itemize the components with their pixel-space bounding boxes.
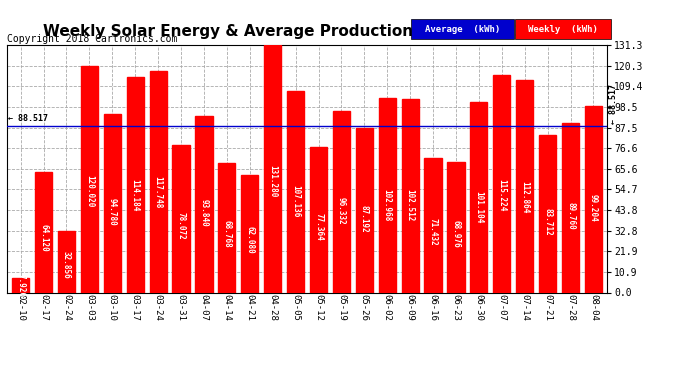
Bar xyxy=(356,128,373,292)
Bar xyxy=(310,147,327,292)
Bar xyxy=(471,102,487,292)
Bar xyxy=(516,80,533,292)
Text: ← 88.517: ← 88.517 xyxy=(8,114,48,123)
Text: 102.512: 102.512 xyxy=(406,189,415,222)
Text: 83.712: 83.712 xyxy=(543,208,552,236)
Text: 89.760: 89.760 xyxy=(566,202,575,230)
Bar xyxy=(379,98,396,292)
Text: 62.080: 62.080 xyxy=(245,226,255,254)
Bar xyxy=(195,116,213,292)
Text: ← 88.517: ← 88.517 xyxy=(609,84,618,124)
Text: 68.976: 68.976 xyxy=(451,220,460,248)
Bar xyxy=(333,111,350,292)
Bar xyxy=(562,123,579,292)
Text: 101.104: 101.104 xyxy=(475,190,484,223)
Text: Average  (kWh): Average (kWh) xyxy=(424,25,500,34)
Text: 32.856: 32.856 xyxy=(62,251,71,279)
Bar xyxy=(424,158,442,292)
Bar xyxy=(287,90,304,292)
Text: 112.864: 112.864 xyxy=(520,181,529,213)
Text: 94.780: 94.780 xyxy=(108,198,117,226)
Bar xyxy=(12,278,29,292)
Text: Copyright 2018 Cartronics.com: Copyright 2018 Cartronics.com xyxy=(7,34,177,44)
Text: 96.332: 96.332 xyxy=(337,197,346,225)
Text: 99.204: 99.204 xyxy=(589,195,598,222)
Bar xyxy=(150,70,167,292)
Text: 64.120: 64.120 xyxy=(39,224,48,252)
Bar xyxy=(447,162,464,292)
Text: 117.748: 117.748 xyxy=(154,176,163,209)
Text: 71.432: 71.432 xyxy=(428,218,437,246)
Bar xyxy=(585,105,602,292)
Text: 131.280: 131.280 xyxy=(268,165,277,197)
Text: 102.968: 102.968 xyxy=(383,189,392,221)
Text: 115.224: 115.224 xyxy=(497,178,506,211)
Bar xyxy=(127,77,144,292)
Text: 93.840: 93.840 xyxy=(199,199,208,227)
Text: 87.192: 87.192 xyxy=(359,205,369,232)
Bar xyxy=(104,114,121,292)
Bar xyxy=(218,163,235,292)
Text: 68.768: 68.768 xyxy=(222,220,231,248)
Bar xyxy=(81,66,98,292)
Bar xyxy=(241,176,258,292)
Bar xyxy=(493,75,511,292)
Bar xyxy=(35,172,52,292)
Bar xyxy=(402,99,419,292)
Text: 77.364: 77.364 xyxy=(314,213,323,241)
Bar xyxy=(539,135,556,292)
Bar xyxy=(172,146,190,292)
Text: 107.136: 107.136 xyxy=(291,185,300,218)
Text: 120.020: 120.020 xyxy=(85,174,94,207)
Text: 7.926: 7.926 xyxy=(16,274,25,297)
Bar xyxy=(58,231,75,292)
Text: 114.184: 114.184 xyxy=(130,180,139,212)
Bar xyxy=(264,45,282,292)
Text: 78.072: 78.072 xyxy=(177,212,186,240)
Text: Weekly  (kWh): Weekly (kWh) xyxy=(528,25,598,34)
Text: Weekly Solar Energy & Average Production Mon Aug 6 20:00: Weekly Solar Energy & Average Production… xyxy=(43,24,564,39)
